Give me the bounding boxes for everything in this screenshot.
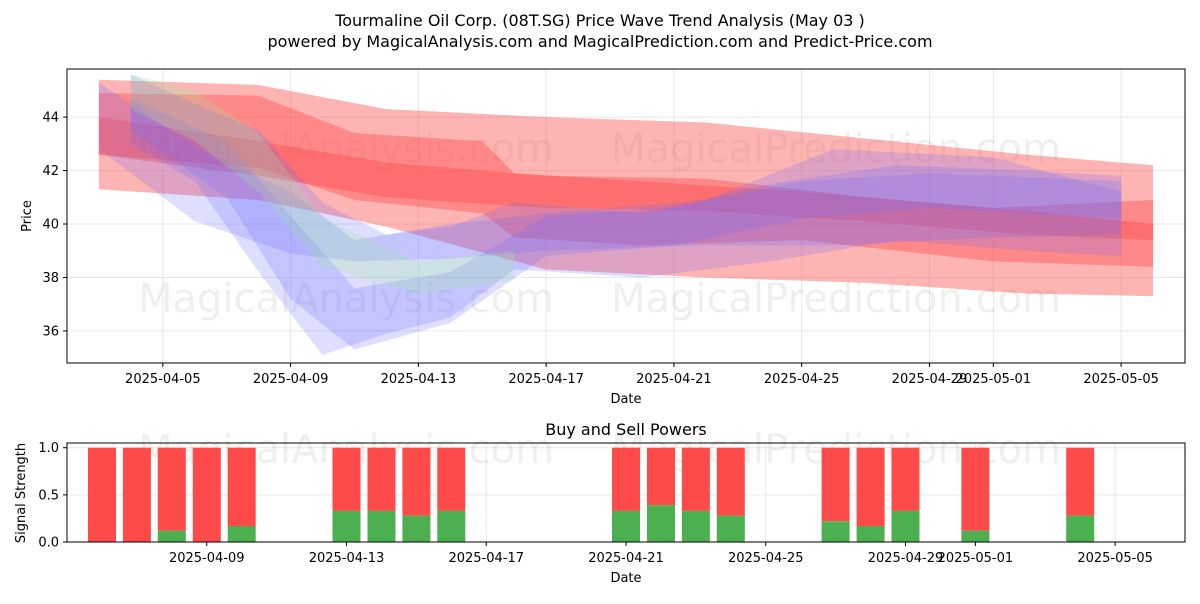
price-x-tick-label: 2025-04-13 xyxy=(381,372,457,387)
sell-bar xyxy=(961,447,990,531)
price-y-label: Price xyxy=(20,200,35,232)
watermark-1: MagicalAnalysis.com xyxy=(138,126,554,172)
wave-band-blue-5 xyxy=(130,98,1122,350)
sell-bar xyxy=(227,447,256,526)
wave-band-blue-4 xyxy=(130,74,1122,356)
price-x-tick-label: 2025-05-05 xyxy=(1083,372,1159,387)
watermark-2: MagicalPrediction.com xyxy=(611,126,1061,172)
wave-band-red-3 xyxy=(98,117,1154,241)
buy-bar xyxy=(367,510,396,542)
wave-bands xyxy=(98,74,1154,356)
buy-bar xyxy=(856,526,885,542)
sell-bar xyxy=(122,447,151,542)
buy-bar xyxy=(891,510,920,542)
price-x-tick-label: 2025-04-05 xyxy=(125,372,201,387)
price-x-tick-label: 2025-05-01 xyxy=(956,372,1032,387)
sell-bar xyxy=(88,447,116,542)
signal-x-tick-label: 2025-04-25 xyxy=(728,551,804,566)
price-x-tick-label: 2025-04-21 xyxy=(636,372,712,387)
price-y-tick-label: 40 xyxy=(42,218,59,233)
price-axes-frame xyxy=(66,68,1186,364)
buy-bar xyxy=(1066,515,1095,542)
chart-subtitle: powered by MagicalAnalysis.com and Magic… xyxy=(267,32,932,51)
price-x-tick-label: 2025-04-29 xyxy=(892,372,968,387)
signal-x-tick-label: 2025-05-05 xyxy=(1077,551,1153,566)
wave-band-green-7 xyxy=(130,74,515,294)
price-x-tick-label: 2025-04-09 xyxy=(253,372,329,387)
wave-band-red-2 xyxy=(98,93,1154,267)
buy-bar xyxy=(647,505,675,542)
sell-bar xyxy=(1066,447,1095,516)
watermark-4: MagicalPrediction.com xyxy=(611,276,1061,322)
wave-band-blue-6 xyxy=(98,82,1122,262)
price-x-tick-label: 2025-04-25 xyxy=(764,372,840,387)
signal-x-tick-label: 2025-04-17 xyxy=(448,551,524,566)
buy-bar xyxy=(437,510,466,542)
signal-bars xyxy=(88,447,1095,542)
buy-bar xyxy=(332,510,361,542)
signal-x-tick-label: 2025-04-13 xyxy=(309,551,385,566)
signal-x-tick-label: 2025-05-01 xyxy=(938,551,1014,566)
price-y-tick-label: 36 xyxy=(42,324,59,339)
signal-y-label: Signal Strength xyxy=(14,443,29,543)
sell-bar xyxy=(891,447,920,511)
buy-bar xyxy=(612,510,640,542)
signal-y-tick-label: 0.0 xyxy=(38,536,59,551)
buy-bar xyxy=(402,515,431,542)
signal-x-tick-label: 2025-04-09 xyxy=(169,551,245,566)
sell-bar xyxy=(192,447,221,542)
signal-x-tick-label: 2025-04-29 xyxy=(868,551,944,566)
buy-bar xyxy=(157,530,186,542)
sell-bar xyxy=(856,447,885,526)
sell-bar xyxy=(716,447,745,516)
watermarks-top: MagicalAnalysis.com MagicalPrediction.co… xyxy=(138,126,1061,322)
sell-bar xyxy=(681,447,710,511)
sell-bar xyxy=(647,447,675,506)
sell-bar xyxy=(437,447,466,511)
buy-sell-panel: Buy and Sell Powers MagicalAnalysis.com … xyxy=(14,420,1186,586)
sell-bar xyxy=(612,447,640,511)
buy-bar xyxy=(961,530,990,542)
price-y-tick-label: 42 xyxy=(42,164,59,179)
watermark-3: MagicalAnalysis.com xyxy=(138,276,554,322)
signal-y-tick-label: 0.5 xyxy=(38,488,59,503)
sell-bar xyxy=(402,447,431,516)
sell-bar xyxy=(157,447,186,531)
signal-y-tick-label: 1.0 xyxy=(38,441,59,456)
signal-axes-frame xyxy=(66,442,1186,543)
wave-band-red-1 xyxy=(98,79,1154,297)
signal-x-tick-label: 2025-04-21 xyxy=(588,551,664,566)
price-wave-panel: MagicalAnalysis.com MagicalPrediction.co… xyxy=(20,68,1186,407)
price-x-label: Date xyxy=(610,392,641,407)
sell-bar xyxy=(332,447,361,511)
price-x-tick-label: 2025-04-17 xyxy=(508,372,584,387)
buy-sell-title: Buy and Sell Powers xyxy=(545,420,707,439)
buy-bar xyxy=(227,526,256,542)
sell-bar xyxy=(367,447,396,511)
chart-title: Tourmaline Oil Corp. (08T.SG) Price Wave… xyxy=(334,11,865,30)
price-y-tick-label: 44 xyxy=(42,111,59,126)
price-y-tick-label: 38 xyxy=(42,271,59,286)
buy-bar xyxy=(821,521,850,542)
buy-bar xyxy=(681,510,710,542)
sell-bar xyxy=(821,447,850,522)
buy-bar xyxy=(716,515,745,542)
signal-x-label: Date xyxy=(610,571,641,586)
